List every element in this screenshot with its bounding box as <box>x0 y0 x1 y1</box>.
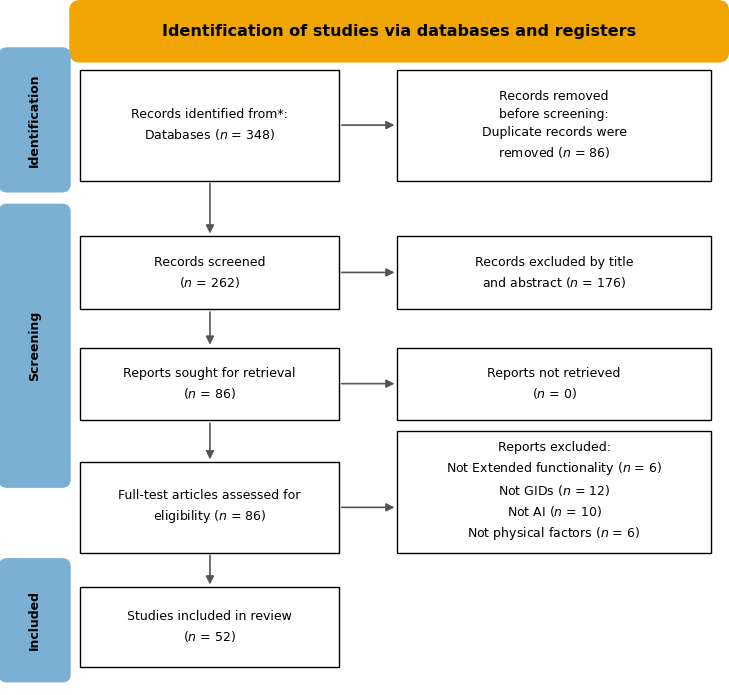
Text: Included: Included <box>28 590 41 651</box>
Text: Reports sought for retrieval
($n$ = 86): Reports sought for retrieval ($n$ = 86) <box>123 367 296 401</box>
Text: Screening: Screening <box>28 311 41 381</box>
FancyBboxPatch shape <box>397 70 711 181</box>
Text: Identification: Identification <box>28 73 41 167</box>
Text: Reports not retrieved
($n$ = 0): Reports not retrieved ($n$ = 0) <box>488 367 620 401</box>
Text: Records excluded by title
and abstract ($n$ = 176): Records excluded by title and abstract (… <box>475 256 634 290</box>
Text: Records identified from*:
Databases ($n$ = 348): Records identified from*: Databases ($n$… <box>131 108 288 142</box>
Text: Studies included in review
($n$ = 52): Studies included in review ($n$ = 52) <box>127 610 292 644</box>
FancyBboxPatch shape <box>80 70 339 181</box>
FancyBboxPatch shape <box>0 558 71 682</box>
FancyBboxPatch shape <box>397 348 711 420</box>
FancyBboxPatch shape <box>80 236 339 309</box>
FancyBboxPatch shape <box>80 348 339 420</box>
Text: Full-test articles assessed for
eligibility ($n$ = 86): Full-test articles assessed for eligibil… <box>118 489 301 525</box>
Text: Records screened
($n$ = 262): Records screened ($n$ = 262) <box>154 256 265 290</box>
FancyBboxPatch shape <box>397 236 711 309</box>
Text: Identification of studies via databases and registers: Identification of studies via databases … <box>162 24 636 39</box>
FancyBboxPatch shape <box>0 204 71 488</box>
FancyBboxPatch shape <box>80 462 339 553</box>
Text: Records removed
before screening:
Duplicate records were
removed ($n$ = 86): Records removed before screening: Duplic… <box>482 90 626 160</box>
Text: Reports excluded:
Not Extended functionality ($n$ = 6)
Not GIDs ($n$ = 12)
Not A: Reports excluded: Not Extended functiona… <box>446 441 662 542</box>
FancyBboxPatch shape <box>397 431 711 553</box>
FancyBboxPatch shape <box>0 47 71 193</box>
FancyBboxPatch shape <box>69 0 729 63</box>
FancyBboxPatch shape <box>80 587 339 667</box>
